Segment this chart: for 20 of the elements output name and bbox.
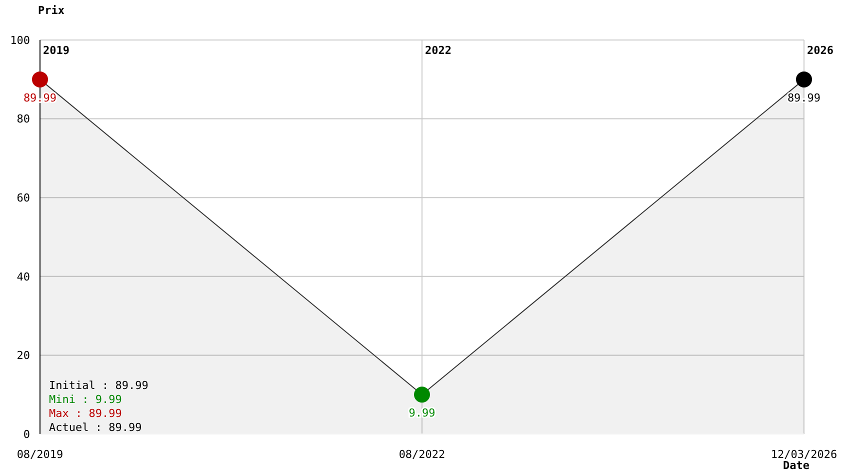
annotation: 2019 (43, 44, 70, 57)
annotation: 2022 (425, 44, 452, 57)
y-tick-label: 100 (10, 34, 30, 47)
x-tick-label: 12/03/2026 (770, 448, 838, 461)
text: 2026 (807, 44, 834, 57)
y-tick-label: 0 (23, 428, 30, 441)
annotation: Mini : 9.99 (49, 393, 123, 407)
y-axis-title: Prix (38, 4, 64, 17)
y-tick-label: 60 (16, 192, 30, 205)
annotation: Actuel : 89.99 (49, 421, 143, 435)
annotation: Max : 89.99 (49, 407, 123, 421)
data-label: 9.99 (408, 406, 436, 420)
y-tick-label: 80 (16, 112, 30, 126)
x-tick-label: 08/2022 (398, 448, 446, 461)
x-tick-label: 08/2019 (16, 448, 64, 461)
data-label: 89.99 (787, 91, 821, 104)
y-tick-label: 20 (16, 349, 30, 362)
x-axis-title: Date (783, 459, 810, 472)
annotation: Initial : 89.99 (49, 379, 148, 393)
y-tick-label: 40 (16, 270, 30, 284)
